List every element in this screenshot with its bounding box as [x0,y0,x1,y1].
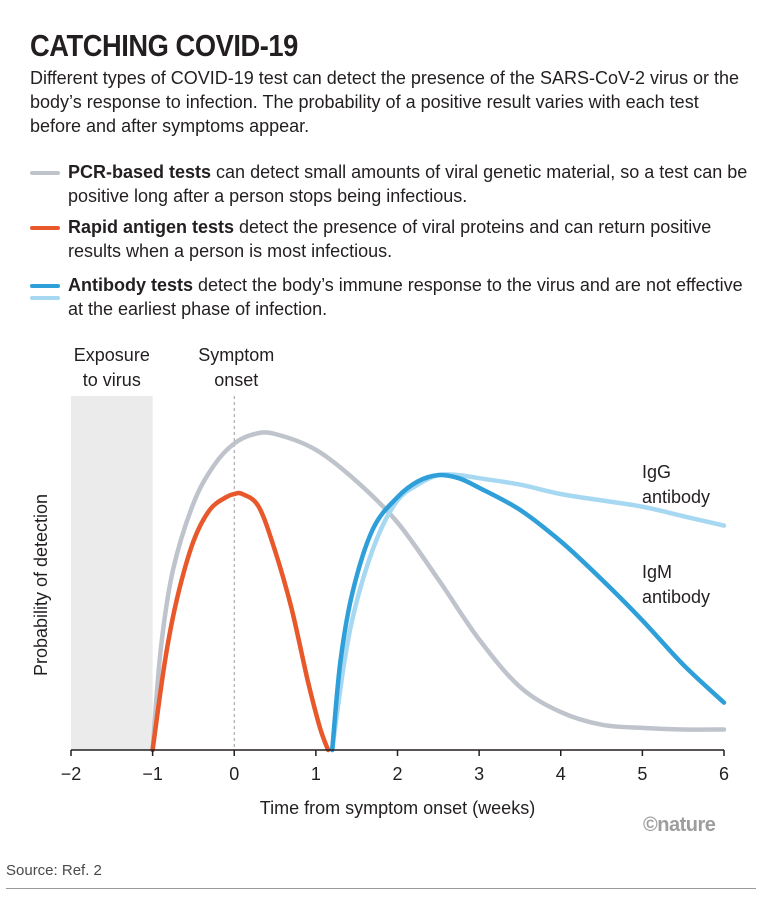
legend-bold-pcr: PCR-based tests [68,162,212,182]
chart-title: CATCHING COVID-19 [30,28,298,63]
legend-desc-antigen: detect the presence of viral proteins an… [68,217,712,261]
antigen-curve [150,490,331,753]
igm-annotation-line1: IgM [642,562,672,582]
x-tick-label: 0 [229,764,239,784]
igg-antibody-curve [329,472,727,753]
legend-item-pcr: PCR-based tests can detect small amounts… [30,160,750,210]
x-axis-label: Time from symptom onset (weeks) [260,798,535,818]
x-tick-label: 3 [474,764,484,784]
series-group [150,430,727,753]
pcr-curve [150,430,727,753]
legend-item-antibody: Antibody tests detect the body’s immune … [30,273,750,323]
exposure-label-line1: Exposure [74,345,150,365]
x-axis-ticks: −2 −1 0 1 2 3 4 5 6 [61,750,729,784]
exposure-shade [71,396,153,750]
legend-text-antigen: Rapid antigen tests detect the presence … [68,215,748,263]
legend-swatch-pcr [30,171,60,175]
x-tick-label: 6 [719,764,729,784]
igm-antibody-curve [329,472,727,753]
igm-annotation-line2: antibody [642,587,710,607]
igg-annotation-line2: antibody [642,487,710,507]
x-tick-label: 5 [637,764,647,784]
exposure-label-line2: to virus [83,370,141,390]
x-tick-label: 2 [392,764,402,784]
x-tick-label: 1 [311,764,321,784]
legend-swatch-antigen [30,226,60,230]
y-axis-label: Probability of detection [31,494,51,676]
footer-divider [6,888,756,889]
symptom-onset-label-line2: onset [214,370,258,390]
legend-text-pcr: PCR-based tests can detect small amounts… [68,160,748,208]
legend-desc-pcr: can detect small amounts of viral geneti… [68,162,748,206]
source-note: Source: Ref. 2 [6,862,102,879]
legend-bold-antibody: Antibody tests [68,275,194,295]
x-tick-label: −2 [61,764,82,784]
legend-swatch-igg [30,296,60,300]
x-tick-label: −1 [142,764,163,784]
symptom-onset-label-line1: Symptom [198,345,274,365]
x-tick-label: 4 [556,764,566,784]
chart-intro: Different types of COVID-19 test can det… [30,68,740,136]
legend-swatch-igm [30,284,60,288]
legend-text-antibody: Antibody tests detect the body’s immune … [68,273,748,321]
legend-bold-antigen: Rapid antigen tests [68,217,235,237]
igg-annotation-line1: IgG [642,462,671,482]
nature-credit: ©nature [643,814,716,836]
legend-item-antigen: Rapid antigen tests detect the presence … [30,215,750,265]
legend-desc-antibody: detect the body’s immune response to the… [68,275,743,319]
